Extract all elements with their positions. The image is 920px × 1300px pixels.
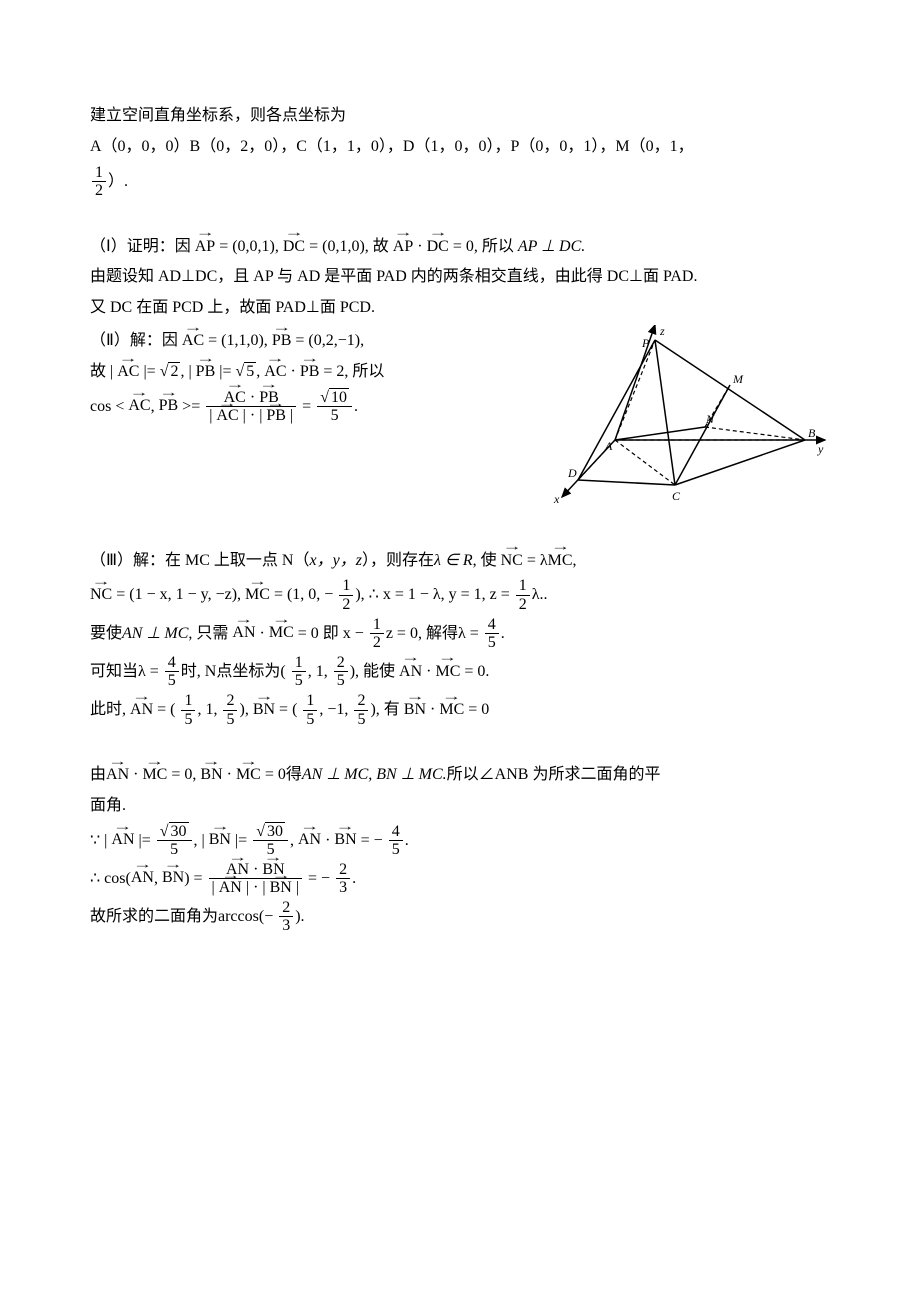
part3-line9: 故所求的二面角为arccos(− 23). — [90, 899, 830, 935]
label-M: M — [732, 372, 744, 386]
part2-block: （Ⅱ）解：因 AC = (1,1,0), PB = (0,2,−1), 故 | … — [90, 325, 830, 516]
vec-AN: AN — [232, 619, 255, 648]
part3-line2: NC = (1 − x, 1 − y, −z), MC = (1, 0, − 1… — [90, 577, 830, 613]
line-setup: 建立空间直角坐标系，则各点坐标为 — [90, 102, 830, 131]
axis-z: z — [659, 325, 665, 338]
part3-line4: 可知当λ = 45时, N点坐标为( 15, 1, 25), 能使 AN · M… — [90, 654, 830, 690]
coord-diagram: A B C D P M N x y z — [550, 325, 830, 505]
label-C: C — [672, 489, 681, 503]
part3-line5: 此时, AN = ( 15, 1, 25), BN = ( 15, −1, 25… — [90, 692, 830, 728]
part3-line1: （Ⅲ）解：在 MC 上取一点 N（x，y，z），则存在λ ∈ R, 使 NC =… — [90, 547, 830, 576]
vec-MC: MC — [548, 547, 573, 576]
line-m-tail: 1 2 ）. — [90, 164, 830, 200]
vec-DC: DC — [283, 233, 305, 262]
label-B: B — [808, 426, 816, 440]
diagram-container: A B C D P M N x y z — [550, 325, 830, 516]
label-N: N — [705, 412, 715, 426]
page-content: 建立空间直角坐标系，则各点坐标为 A（0，0，0）B（0，2，0），C（1，1，… — [90, 102, 830, 935]
frac-half: 1 2 — [92, 164, 106, 200]
vec-NC: NC — [501, 547, 523, 576]
part3-line6: 由AN · MC = 0, BN · MC = 0得AN ⊥ MC, BN ⊥ … — [90, 761, 830, 790]
label-D: D — [567, 466, 577, 480]
coords-a: A（0，0，0）B（0，2，0），C（1，1，0），D（1，0，0），P（0，0… — [90, 138, 694, 155]
axis-y: y — [817, 442, 824, 456]
vec-AP: AP — [195, 233, 215, 262]
axis-x: x — [553, 492, 560, 505]
part3-line6b: 面角. — [90, 792, 830, 821]
part3-line8: ∴ cos(AN, BN) = AN · BN | AN | · | BN | … — [90, 861, 830, 897]
label-P: P — [641, 336, 650, 350]
label-A: A — [604, 439, 613, 453]
part3-line3: 要使AN ⊥ MC, 只需 AN · MC = 0 即 x − 12z = 0,… — [90, 616, 830, 652]
part2-text: （Ⅱ）解：因 AC = (1,1,0), PB = (0,2,−1), 故 | … — [90, 325, 530, 427]
frac-cos: AC · PB | AC | · | PB | — [206, 389, 296, 425]
part1-proof: （Ⅰ）证明：因 AP = (0,0,1), DC = (0,1,0), 故 AP… — [90, 233, 830, 262]
line-4: 由题设知 AD⊥DC，且 AP 与 AD 是平面 PAD 内的两条相交直线，由此… — [90, 263, 830, 292]
line-coords: A（0，0，0）B（0，2，0），C（1，1，0），D（1，0，0），P（0，0… — [90, 133, 830, 162]
part3-line7: ∵ | AN |= 305, | BN |= 305, AN · BN = − … — [90, 823, 830, 859]
vec-BN: BN — [253, 696, 275, 725]
